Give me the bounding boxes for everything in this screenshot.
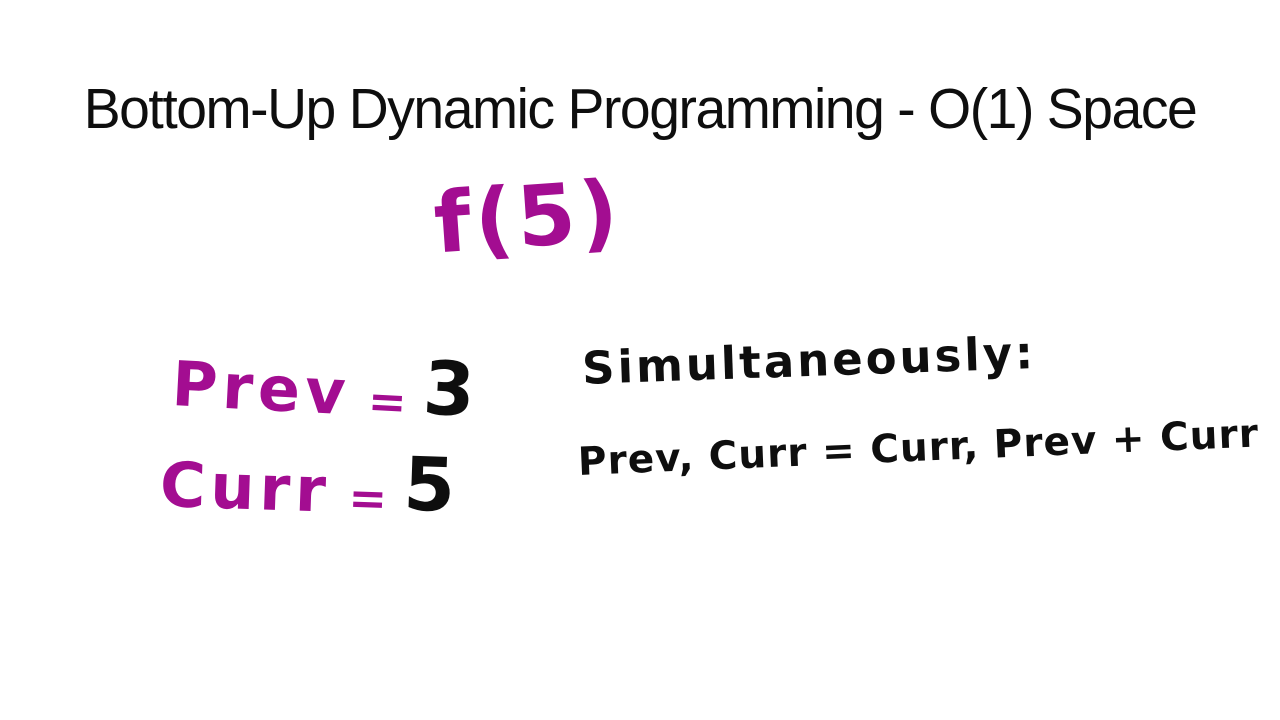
- variable-value-prev: 3: [421, 345, 477, 434]
- variable-name-prev: Prev: [170, 346, 353, 429]
- variable-value-curr: 5: [402, 441, 457, 530]
- variable-name-curr: Curr: [158, 447, 333, 527]
- slide-title: Bottom-Up Dynamic Programming - O(1) Spa…: [83, 77, 1198, 141]
- note-heading: Simultaneously:: [581, 326, 1037, 395]
- function-call-annotation: f(5): [430, 161, 625, 273]
- variable-assignment-curr: Curr = 5: [159, 441, 457, 537]
- variable-assignment-prev: Prev = 3: [170, 340, 477, 442]
- equals-sign: =: [366, 373, 408, 430]
- swap-expression: Prev, Curr = Curr, Prev + Curr: [577, 411, 1260, 485]
- equals-sign: =: [347, 470, 388, 526]
